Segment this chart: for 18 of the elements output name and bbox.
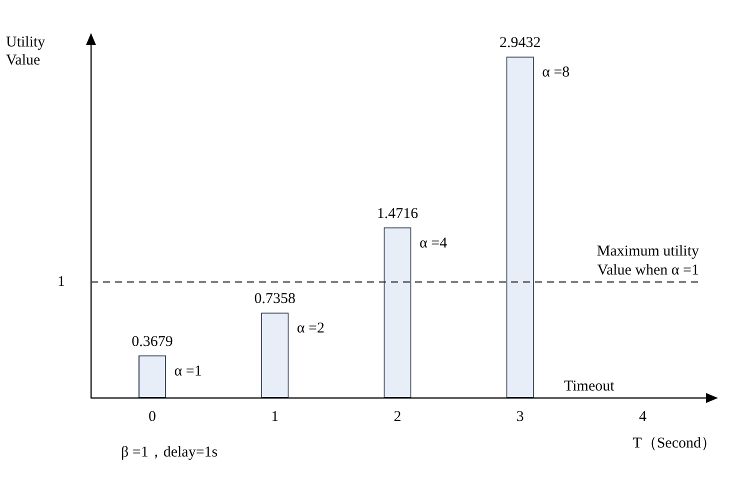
x-tick-label: 2 <box>394 408 402 425</box>
data-label: 1.4716 <box>376 206 419 222</box>
annotation: Timeout <box>564 378 616 394</box>
text: β =1，delay=1s <box>121 444 218 460</box>
x-axis-title: T（Second） <box>632 435 716 452</box>
data-label: 2.9432 <box>499 35 541 52</box>
ref-line-label: Maximum utility Value when α =1 <box>596 243 700 278</box>
data-label: 0.3679 <box>132 334 173 350</box>
x-tick-label: 1 <box>271 408 279 425</box>
data-label: 0.7358 <box>254 291 296 308</box>
annotation: α =1 <box>174 363 202 380</box>
x-tick-label: 0 <box>148 408 156 425</box>
annotation: α =4 <box>420 235 448 252</box>
annotation: α =2 <box>296 320 324 337</box>
annotation: α =8 <box>542 64 570 81</box>
x-tick-label: 4 <box>638 408 647 425</box>
y-axis-title: Utility Value <box>6 34 46 68</box>
x-tick-label: 3 <box>516 408 524 425</box>
